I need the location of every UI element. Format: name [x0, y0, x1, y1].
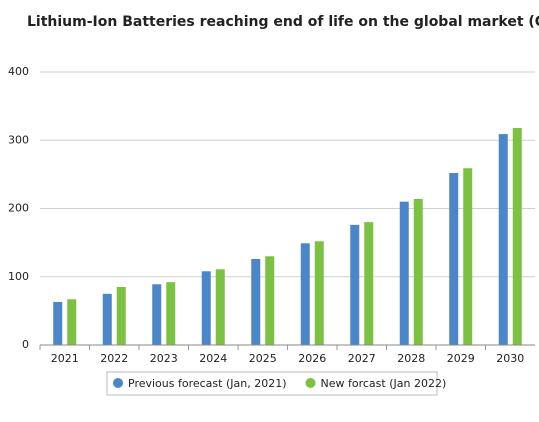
bar — [102, 293, 112, 345]
bar — [53, 302, 63, 345]
x-tick-label: 2028 — [397, 352, 425, 365]
bar — [498, 134, 508, 345]
y-tick-label: 100 — [8, 270, 29, 283]
bar — [350, 224, 360, 345]
x-tick-label: 2026 — [298, 352, 326, 365]
y-tick-label: 0 — [22, 338, 29, 351]
y-tick-label: 200 — [8, 202, 29, 215]
chart-title: Lithium-Ion Batteries reaching end of li… — [27, 14, 539, 30]
bar — [166, 282, 176, 345]
legend-marker — [305, 378, 316, 388]
bar — [314, 241, 324, 345]
bar — [265, 256, 275, 345]
y-tick-label: 300 — [8, 133, 29, 146]
x-tick-label: 2023 — [150, 352, 178, 365]
bar — [300, 243, 310, 345]
bar — [399, 201, 409, 345]
bar — [215, 269, 225, 345]
legend-label: Previous forecast (Jan, 2021) — [128, 377, 287, 390]
bar — [251, 259, 261, 345]
bar — [413, 198, 423, 345]
bar — [463, 168, 473, 345]
bar — [152, 284, 162, 345]
y-tick-label: 400 — [8, 65, 29, 78]
x-tick-label: 2029 — [447, 352, 475, 365]
x-tick-label: 2024 — [199, 352, 227, 365]
bar — [116, 286, 126, 345]
bar — [512, 127, 522, 345]
bar — [449, 173, 459, 345]
x-tick-label: 2025 — [249, 352, 277, 365]
bar — [364, 222, 374, 345]
bar — [67, 299, 77, 345]
x-tick-label: 2021 — [51, 352, 79, 365]
legend-box — [106, 371, 438, 396]
x-tick-label: 2027 — [348, 352, 376, 365]
x-tick-label: 2022 — [100, 352, 128, 365]
bar — [201, 271, 211, 345]
legend-marker — [113, 378, 123, 388]
legend-label: New forcast (Jan 2022) — [321, 377, 447, 390]
x-tick-label: 2030 — [496, 352, 524, 365]
